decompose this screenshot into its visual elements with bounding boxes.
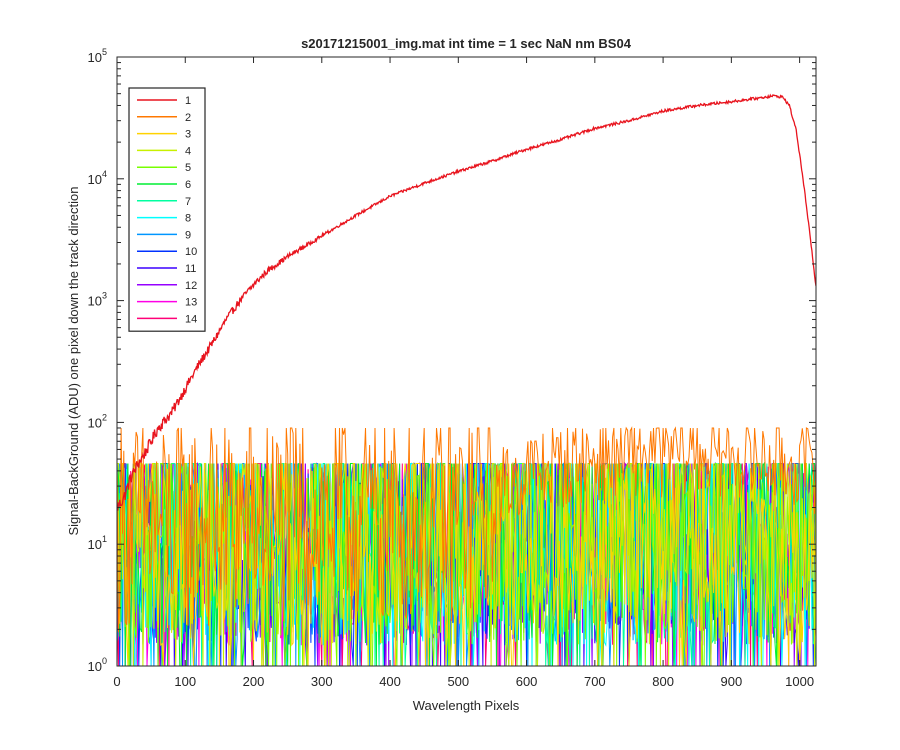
y-tick-label: 103 — [88, 291, 107, 309]
y-tick-label: 102 — [88, 412, 107, 430]
series-line-2 — [117, 426, 816, 633]
y-axis-label: Signal-BackGround (ADU) one pixel down t… — [66, 186, 81, 535]
legend-label-11: 11 — [185, 263, 196, 275]
legend-label-1: 1 — [185, 95, 191, 107]
legend-label-2: 2 — [185, 112, 191, 124]
series-line-1 — [117, 93, 816, 511]
x-axis: 0 100 200 300 400 500 600 700 800 900 1000 — [113, 57, 814, 689]
legend-label-14: 14 — [185, 313, 197, 325]
x-tick-label: 1000 — [785, 674, 814, 689]
x-tick-label: 600 — [516, 674, 538, 689]
x-tick-label: 700 — [584, 674, 606, 689]
y-tick-label: 101 — [88, 534, 107, 552]
x-tick-label: 800 — [652, 674, 674, 689]
legend-box — [128, 87, 206, 332]
x-tick-label: 300 — [311, 674, 333, 689]
legend-label-7: 7 — [185, 196, 191, 208]
series-line-3 — [117, 461, 816, 666]
legend-label-3: 3 — [185, 129, 191, 141]
legend-label-10: 10 — [185, 246, 197, 258]
x-tick-label: 0 — [113, 674, 120, 689]
legend-label-9: 9 — [185, 229, 191, 241]
legend-label-8: 8 — [185, 213, 191, 225]
x-tick-label: 200 — [243, 674, 265, 689]
x-tick-label: 100 — [174, 674, 196, 689]
legend-label-4: 4 — [185, 145, 191, 157]
legend-label-5: 5 — [185, 162, 191, 174]
x-tick-label: 500 — [447, 674, 469, 689]
plot-area-frame — [116, 56, 817, 667]
x-tick-label: 900 — [721, 674, 743, 689]
y-tick-label: 105 — [88, 47, 107, 65]
chart-title: s20171215001_img.mat int time = 1 sec Na… — [301, 36, 632, 51]
legend-label-6: 6 — [185, 179, 191, 191]
x-tick-label: 400 — [379, 674, 401, 689]
x-axis-label: Wavelength Pixels — [413, 698, 520, 713]
legend-label-12: 12 — [185, 280, 197, 292]
y-tick-label: 100 — [88, 656, 107, 674]
legend-label-13: 13 — [185, 297, 197, 309]
y-tick-label: 104 — [88, 169, 107, 187]
